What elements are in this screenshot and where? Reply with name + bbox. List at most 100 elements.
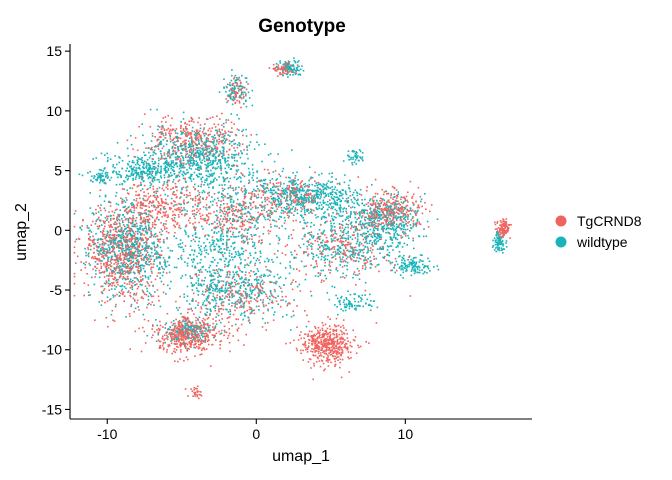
point-tgcrnd8 bbox=[231, 227, 234, 230]
point-wildtype bbox=[213, 306, 215, 308]
point-tgcrnd8 bbox=[184, 155, 187, 157]
point-tgcrnd8 bbox=[122, 292, 124, 294]
point-wildtype bbox=[225, 282, 227, 284]
point-wildtype bbox=[354, 254, 356, 256]
point-tgcrnd8 bbox=[73, 282, 76, 285]
point-tgcrnd8 bbox=[302, 349, 304, 352]
point-tgcrnd8 bbox=[296, 199, 298, 201]
point-wildtype bbox=[242, 239, 245, 242]
point-wildtype bbox=[347, 217, 349, 220]
point-tgcrnd8 bbox=[333, 342, 336, 344]
point-wildtype bbox=[229, 313, 231, 316]
point-tgcrnd8 bbox=[179, 341, 182, 344]
point-tgcrnd8 bbox=[353, 234, 355, 236]
point-wildtype bbox=[373, 208, 375, 211]
point-tgcrnd8 bbox=[131, 238, 134, 240]
point-wildtype bbox=[209, 271, 211, 273]
point-tgcrnd8 bbox=[337, 356, 340, 358]
point-wildtype bbox=[261, 185, 263, 187]
point-wildtype bbox=[109, 283, 111, 285]
point-tgcrnd8 bbox=[240, 225, 242, 228]
point-tgcrnd8 bbox=[244, 187, 246, 190]
point-tgcrnd8 bbox=[221, 129, 223, 131]
point-tgcrnd8 bbox=[322, 335, 324, 337]
point-tgcrnd8 bbox=[506, 225, 508, 228]
point-wildtype bbox=[334, 232, 336, 235]
point-tgcrnd8 bbox=[204, 123, 206, 125]
point-wildtype bbox=[315, 194, 317, 196]
point-wildtype bbox=[258, 275, 261, 278]
point-wildtype bbox=[284, 193, 286, 195]
point-tgcrnd8 bbox=[188, 149, 191, 152]
point-tgcrnd8 bbox=[166, 238, 168, 240]
point-wildtype bbox=[358, 278, 361, 280]
point-wildtype bbox=[216, 290, 219, 293]
point-wildtype bbox=[300, 68, 302, 71]
point-tgcrnd8 bbox=[320, 281, 323, 284]
point-wildtype bbox=[249, 322, 251, 324]
point-wildtype bbox=[276, 192, 278, 195]
point-tgcrnd8 bbox=[104, 209, 107, 212]
point-tgcrnd8 bbox=[199, 147, 201, 149]
point-wildtype bbox=[356, 249, 358, 252]
point-tgcrnd8 bbox=[206, 334, 208, 336]
point-wildtype bbox=[219, 150, 221, 152]
point-tgcrnd8 bbox=[207, 134, 210, 136]
point-wildtype bbox=[376, 237, 378, 239]
point-tgcrnd8 bbox=[96, 267, 98, 270]
point-wildtype bbox=[155, 253, 158, 255]
point-tgcrnd8 bbox=[308, 358, 311, 360]
point-wildtype bbox=[381, 226, 384, 228]
point-wildtype bbox=[150, 251, 153, 254]
point-tgcrnd8 bbox=[255, 299, 257, 302]
point-wildtype bbox=[343, 303, 346, 306]
point-wildtype bbox=[234, 79, 237, 82]
point-tgcrnd8 bbox=[193, 225, 195, 228]
point-tgcrnd8 bbox=[199, 340, 202, 343]
point-wildtype bbox=[212, 242, 215, 244]
point-wildtype bbox=[390, 245, 393, 247]
point-tgcrnd8 bbox=[237, 273, 239, 276]
point-wildtype bbox=[360, 300, 362, 302]
point-wildtype bbox=[329, 269, 332, 272]
point-wildtype bbox=[177, 337, 180, 339]
point-wildtype bbox=[156, 244, 159, 246]
point-wildtype bbox=[158, 219, 160, 221]
point-wildtype bbox=[305, 200, 308, 202]
point-wildtype bbox=[130, 248, 132, 250]
point-tgcrnd8 bbox=[272, 201, 275, 203]
point-tgcrnd8 bbox=[321, 279, 323, 282]
point-wildtype bbox=[163, 268, 165, 271]
point-wildtype bbox=[413, 261, 416, 263]
point-wildtype bbox=[107, 282, 110, 285]
point-wildtype bbox=[150, 183, 153, 185]
point-wildtype bbox=[342, 210, 344, 213]
point-wildtype bbox=[327, 204, 329, 206]
point-wildtype bbox=[99, 173, 102, 175]
point-tgcrnd8 bbox=[332, 251, 335, 253]
point-wildtype bbox=[208, 241, 211, 244]
point-wildtype bbox=[245, 294, 247, 297]
point-wildtype bbox=[200, 328, 202, 331]
point-tgcrnd8 bbox=[388, 205, 391, 208]
point-tgcrnd8 bbox=[218, 330, 220, 333]
point-wildtype bbox=[114, 167, 116, 169]
point-wildtype bbox=[380, 228, 383, 230]
point-wildtype bbox=[344, 305, 346, 308]
point-tgcrnd8 bbox=[245, 94, 247, 97]
point-tgcrnd8 bbox=[494, 228, 497, 230]
point-wildtype bbox=[330, 222, 332, 225]
point-wildtype bbox=[335, 178, 337, 180]
point-tgcrnd8 bbox=[194, 149, 197, 151]
point-wildtype bbox=[202, 228, 204, 230]
point-tgcrnd8 bbox=[317, 352, 320, 355]
point-tgcrnd8 bbox=[400, 210, 402, 212]
point-wildtype bbox=[341, 224, 344, 227]
point-tgcrnd8 bbox=[121, 202, 123, 204]
point-tgcrnd8 bbox=[108, 224, 110, 227]
point-wildtype bbox=[282, 63, 284, 66]
point-tgcrnd8 bbox=[335, 317, 338, 320]
point-wildtype bbox=[321, 245, 324, 247]
point-wildtype bbox=[227, 160, 229, 162]
point-tgcrnd8 bbox=[305, 251, 308, 253]
